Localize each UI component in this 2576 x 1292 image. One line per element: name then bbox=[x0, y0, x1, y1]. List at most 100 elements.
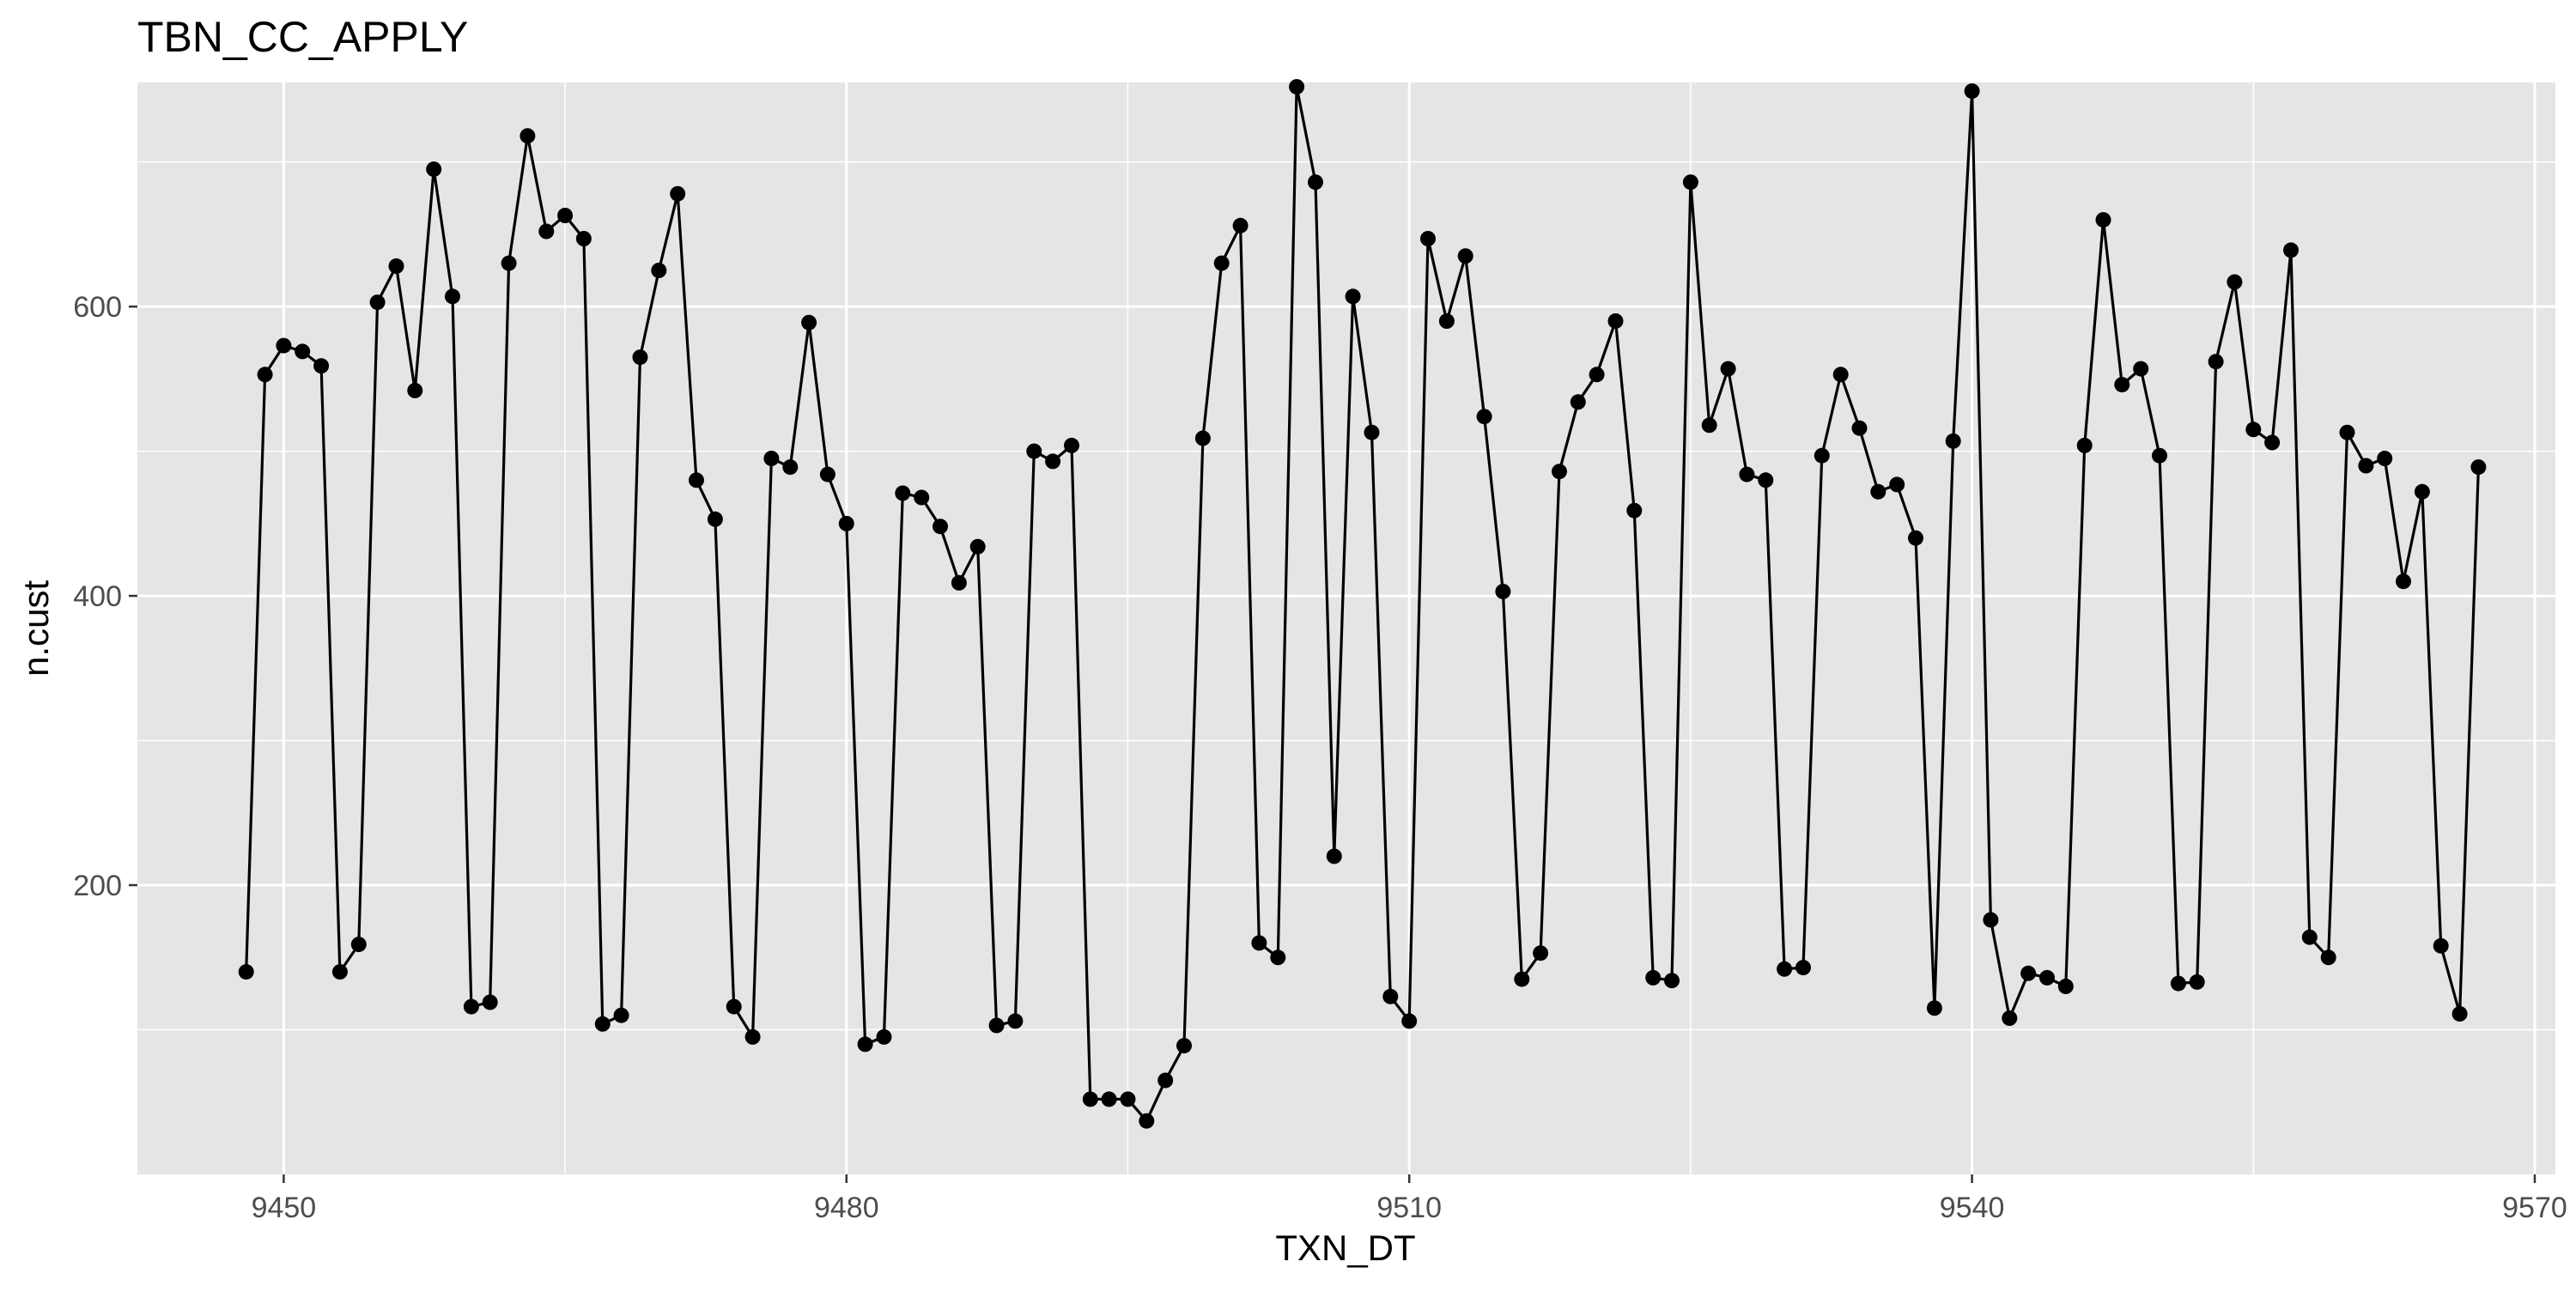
data-point bbox=[2114, 377, 2130, 393]
data-point bbox=[895, 485, 911, 501]
data-point bbox=[632, 349, 648, 366]
data-point bbox=[801, 314, 817, 331]
data-point bbox=[2189, 974, 2205, 990]
data-point bbox=[2152, 447, 2167, 464]
data-point bbox=[933, 519, 948, 535]
data-point bbox=[1795, 960, 1811, 976]
data-point bbox=[1889, 476, 1905, 493]
data-point bbox=[2320, 949, 2336, 966]
data-point bbox=[1139, 1113, 1155, 1129]
data-point bbox=[2283, 242, 2299, 258]
data-point bbox=[744, 1028, 761, 1045]
data-point bbox=[313, 358, 330, 374]
data-point bbox=[1495, 584, 1511, 599]
data-point bbox=[876, 1028, 892, 1045]
data-point bbox=[295, 343, 311, 360]
data-point bbox=[238, 964, 254, 980]
data-point bbox=[519, 128, 536, 144]
data-point bbox=[1720, 361, 1736, 377]
data-point bbox=[1082, 1091, 1098, 1107]
data-point bbox=[2002, 1010, 2018, 1026]
data-point bbox=[2433, 937, 2449, 954]
data-point bbox=[557, 208, 574, 223]
data-point bbox=[2039, 969, 2055, 986]
data-point bbox=[1926, 1000, 1942, 1016]
series-layer bbox=[238, 79, 2487, 1129]
data-point bbox=[1457, 248, 1473, 264]
data-point bbox=[1945, 433, 1961, 449]
data-point bbox=[575, 231, 592, 246]
data-point bbox=[1476, 409, 1492, 425]
x-tick-label: 9540 bbox=[1940, 1192, 2005, 1224]
data-point bbox=[1120, 1091, 1136, 1107]
data-point bbox=[819, 466, 835, 482]
data-point bbox=[331, 964, 348, 980]
data-point bbox=[1401, 1013, 1418, 1029]
data-point bbox=[2414, 483, 2430, 500]
data-point bbox=[670, 185, 686, 202]
data-point bbox=[1007, 1013, 1024, 1029]
data-point bbox=[1870, 483, 1886, 500]
data-point bbox=[2227, 274, 2243, 290]
data-point bbox=[1157, 1072, 1174, 1089]
data-point bbox=[1026, 443, 1042, 459]
data-point bbox=[2451, 1006, 2468, 1022]
data-point bbox=[2358, 458, 2374, 474]
data-point bbox=[969, 538, 986, 555]
x-tick-label: 9570 bbox=[2502, 1192, 2567, 1224]
data-point bbox=[538, 223, 555, 240]
data-point bbox=[369, 294, 386, 311]
data-point bbox=[1194, 430, 1211, 446]
data-point bbox=[388, 258, 404, 274]
data-point bbox=[2095, 212, 2111, 228]
data-point bbox=[407, 382, 423, 398]
data-point bbox=[501, 255, 517, 271]
data-point bbox=[1777, 961, 1793, 977]
data-point bbox=[1964, 83, 1980, 100]
data-point bbox=[1420, 231, 1436, 246]
data-point bbox=[782, 459, 799, 476]
data-point bbox=[2396, 573, 2411, 590]
x-tick-label: 9480 bbox=[814, 1192, 879, 1224]
data-point bbox=[2470, 459, 2487, 476]
data-point bbox=[445, 288, 460, 305]
data-point bbox=[1232, 217, 1249, 234]
data-point bbox=[2339, 424, 2355, 440]
data-point bbox=[1908, 530, 1923, 546]
data-point bbox=[1645, 969, 1662, 986]
data-point bbox=[276, 337, 292, 354]
data-point bbox=[1607, 313, 1624, 329]
data-point bbox=[482, 994, 498, 1010]
data-point bbox=[2170, 975, 2186, 992]
data-point bbox=[1682, 174, 1698, 191]
y-tick-label: 200 bbox=[73, 870, 122, 902]
data-point bbox=[594, 1016, 611, 1032]
data-point bbox=[1589, 367, 1605, 383]
y-axis-title: n.cust bbox=[15, 580, 56, 676]
data-point bbox=[857, 1036, 873, 1052]
data-point bbox=[1308, 174, 1323, 191]
data-point bbox=[2133, 361, 2149, 377]
data-point bbox=[1552, 464, 1567, 480]
data-point bbox=[1064, 437, 1079, 453]
data-point bbox=[988, 1017, 1005, 1034]
data-point bbox=[1345, 288, 1361, 305]
data-point bbox=[1438, 313, 1455, 329]
data-point bbox=[1739, 466, 1755, 482]
data-point bbox=[1626, 502, 1643, 519]
data-point bbox=[1701, 417, 1717, 434]
data-point bbox=[1514, 971, 1530, 987]
data-point bbox=[2264, 434, 2281, 451]
data-point bbox=[350, 937, 367, 953]
data-point bbox=[689, 472, 704, 488]
data-point bbox=[426, 161, 442, 178]
data-point bbox=[707, 511, 723, 527]
data-point bbox=[1213, 255, 1230, 271]
data-point bbox=[763, 451, 780, 466]
x-tick-label: 9450 bbox=[252, 1192, 317, 1224]
data-point bbox=[2208, 354, 2224, 370]
data-point bbox=[463, 998, 479, 1015]
data-point bbox=[1570, 394, 1586, 410]
